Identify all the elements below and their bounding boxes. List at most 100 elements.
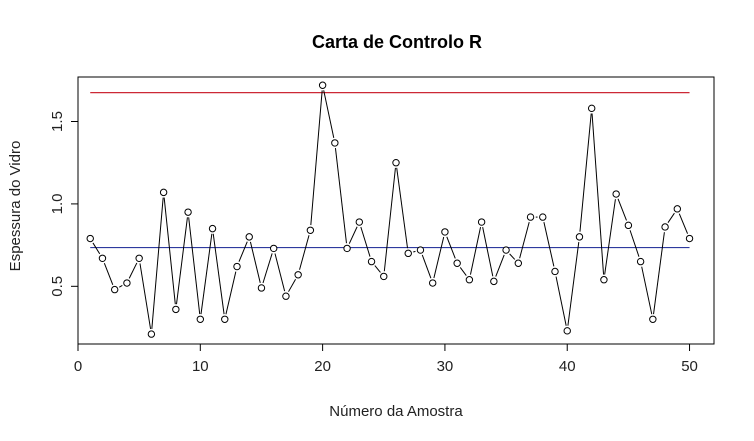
series-segment (555, 276, 567, 326)
data-point (233, 262, 241, 271)
data-point (514, 259, 523, 267)
data-point (441, 228, 449, 236)
data-point (477, 218, 486, 226)
x-tick-label: 50 (681, 358, 698, 375)
data-point (392, 159, 400, 167)
series-segment (482, 227, 494, 277)
series-segment (274, 253, 286, 292)
series-segment (374, 265, 381, 273)
data-point (306, 226, 315, 234)
y-axis-label: Espessura do Vidro (7, 141, 24, 272)
series-segment (163, 197, 176, 305)
data-point (587, 104, 596, 113)
data-point (428, 279, 437, 287)
series-segment (299, 235, 310, 270)
series-segment (119, 285, 123, 288)
series-segment (446, 236, 456, 259)
x-tick-label: 0 (74, 358, 82, 375)
data-point (196, 315, 205, 323)
series-segment (188, 217, 201, 315)
series-segment (200, 233, 213, 315)
data-point (624, 221, 633, 230)
data-point (294, 271, 302, 279)
data-point (600, 276, 608, 284)
y-tick-label: 1.0 (49, 193, 66, 214)
data-point (135, 254, 143, 262)
series-segment (225, 271, 237, 315)
series-segment (288, 279, 297, 292)
series-segment (238, 241, 248, 262)
data-point (269, 244, 278, 253)
series-segment (469, 227, 482, 275)
series-segment (334, 148, 347, 244)
series-segment (413, 250, 416, 253)
x-tick-label: 40 (559, 358, 576, 375)
data-point (453, 259, 461, 267)
data-point (539, 213, 547, 221)
chart-title: Carta de Controlo R (312, 32, 482, 52)
data-point (159, 188, 168, 197)
data-point (208, 224, 217, 233)
data-point (147, 330, 156, 338)
data-point (86, 234, 94, 243)
data-point (380, 272, 388, 281)
series-segment (323, 90, 335, 138)
series-segment (360, 226, 371, 257)
data-point (367, 257, 376, 266)
data-point (343, 244, 351, 253)
series-segment (249, 241, 261, 284)
series-segment (509, 253, 516, 260)
series-segment (519, 221, 530, 259)
series-segment (567, 241, 580, 326)
data-point (123, 279, 131, 287)
reference-lines (90, 92, 690, 249)
data-point (282, 292, 290, 300)
series-line-group (92, 90, 689, 330)
data-point (526, 213, 535, 221)
data-point (184, 208, 192, 216)
series-segment (629, 230, 640, 257)
series-segment (495, 254, 505, 277)
data-point (551, 267, 559, 276)
series-segment (653, 232, 665, 315)
series-segment (310, 90, 323, 226)
series-segment (543, 222, 555, 267)
data-point (257, 284, 266, 292)
series-segment (175, 217, 188, 305)
series-segment (459, 267, 467, 276)
data-point (331, 139, 339, 147)
series-segment (383, 167, 396, 272)
series-segment (128, 262, 138, 279)
series-segment (641, 266, 653, 315)
series-segment (103, 262, 114, 285)
data-point (490, 277, 498, 286)
data-point (673, 205, 682, 213)
series-segment (139, 263, 152, 330)
series-segment (678, 213, 689, 234)
x-axis-label: Número da Amostra (329, 403, 463, 420)
series-segment (212, 233, 225, 315)
data-point (110, 285, 119, 294)
data-point (172, 305, 180, 314)
x-axis: 0 10 20 30 40 50 (74, 343, 698, 375)
series-segment (92, 242, 101, 255)
series-segment (617, 198, 627, 221)
series-segment (262, 253, 273, 284)
data-point (98, 254, 107, 262)
series-segment (396, 167, 409, 249)
data-point (575, 233, 584, 241)
data-point (563, 327, 571, 335)
series-segment (348, 226, 358, 244)
series-segment (591, 113, 605, 275)
data-point (245, 233, 253, 241)
series-segment (433, 236, 445, 279)
y-axis: 0.5 1.0 1.5 (49, 111, 79, 297)
data-point (685, 234, 694, 243)
data-point (318, 81, 327, 89)
data-point (416, 246, 425, 254)
series-segment (667, 212, 675, 223)
x-tick-label: 20 (314, 358, 331, 375)
x-tick-label: 10 (192, 358, 209, 375)
